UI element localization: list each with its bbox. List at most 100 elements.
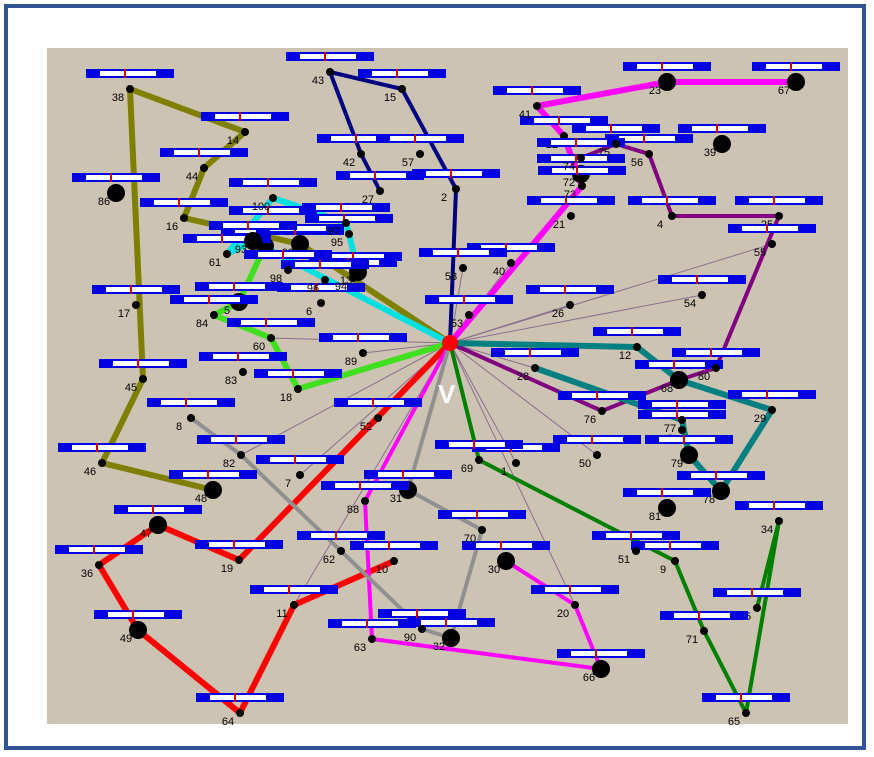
node-21: 21 (527, 196, 615, 231)
node-marker (267, 334, 275, 342)
node-capacity-fill (552, 168, 608, 173)
node-label: 56 (631, 157, 643, 169)
node-capacity-marker (500, 541, 502, 550)
node-capacity-fill (348, 400, 404, 405)
node-marker (345, 230, 353, 238)
node-label: 41 (519, 109, 531, 121)
node-capacity-marker (233, 540, 235, 549)
node-capacity-fill (108, 612, 164, 617)
node-marker (670, 371, 688, 389)
node-17: 17 (92, 285, 180, 320)
node-label: 1 (501, 466, 507, 478)
node-capacity-marker (790, 62, 792, 71)
node-capacity-fill (241, 320, 297, 325)
route-network-diagram: 1234567891011121314151617181920212223252… (47, 48, 848, 728)
node-marker (577, 154, 585, 162)
node-marker (787, 73, 805, 91)
node-marker (132, 301, 140, 309)
node-marker (680, 446, 698, 464)
node-capacity-fill (749, 503, 805, 508)
node-capacity-marker (235, 435, 237, 444)
node-marker (671, 557, 679, 565)
node-marker (326, 68, 334, 76)
node-53: 53 (425, 295, 513, 330)
node-marker (361, 497, 369, 505)
node-86: 86 (72, 173, 160, 208)
node-capacity-fill (350, 173, 406, 178)
node-capacity-fill (686, 350, 742, 355)
node-label: 95 (331, 237, 343, 249)
node-capacity-marker (221, 234, 223, 243)
node-23: 23 (623, 62, 711, 97)
node-label: 34 (761, 524, 773, 536)
node-15: 15 (358, 69, 446, 104)
diagram-frame: 1234567891011121314151617181920212223252… (4, 4, 866, 750)
node-capacity-fill (476, 543, 532, 548)
node-38: 38 (86, 69, 174, 104)
node-marker (291, 235, 309, 253)
node-capacity-fill (390, 136, 446, 141)
node-capacity-marker (576, 166, 578, 175)
node-2: 2 (412, 169, 500, 204)
node-capacity-marker (716, 124, 718, 133)
node-capacity-marker (463, 295, 465, 304)
node-capacity-fill (642, 198, 698, 203)
node-capacity-fill (421, 620, 477, 625)
node-marker (187, 414, 195, 422)
node-20: 20 (531, 585, 619, 620)
node-capacity-marker (666, 196, 668, 205)
node-marker (567, 212, 575, 220)
node-capacity-marker (676, 410, 678, 419)
node-label: 26 (552, 308, 564, 320)
node-capacity-marker (643, 134, 645, 143)
node-capacity-fill (319, 216, 375, 221)
node-label: 89 (345, 356, 357, 368)
node-capacity-fill (209, 542, 265, 547)
node-label: 90 (404, 632, 416, 644)
node-capacity-marker (324, 52, 326, 61)
node-81: 81 (623, 488, 711, 523)
node-capacity-marker (661, 488, 663, 497)
node-capacity-fill (452, 512, 508, 517)
node-95: 95 (305, 214, 393, 249)
node-capacity-marker (669, 541, 671, 550)
node-capacity-fill (183, 472, 239, 477)
node-label: 65 (728, 716, 740, 728)
node-capacity-fill (606, 533, 662, 538)
depot: V (438, 335, 458, 409)
node-capacity-fill (742, 226, 798, 231)
node-marker (180, 214, 188, 222)
node-100: 100 (229, 178, 317, 213)
node-marker (507, 259, 515, 267)
node-capacity-marker (340, 203, 342, 212)
node-label: 39 (704, 147, 716, 159)
node-label: 79 (671, 458, 683, 470)
node-marker (296, 471, 304, 479)
node-capacity-fill (113, 361, 169, 366)
route-nodes: 1234567891011121314151617181920212223252… (55, 52, 840, 728)
node-capacity-marker (233, 282, 235, 291)
node-marker (678, 416, 686, 424)
node-capacity-marker (630, 531, 632, 540)
node-capacity-fill (481, 245, 537, 250)
route-line-11 (189, 341, 484, 640)
node-capacity-fill (619, 136, 675, 141)
node-capacity-fill (652, 402, 708, 407)
node-marker (533, 102, 541, 110)
node-marker (645, 150, 653, 158)
node-54: 54 (658, 275, 746, 310)
node-capacity-marker (529, 348, 531, 357)
node-marker (578, 182, 586, 190)
node-capacity-marker (505, 243, 507, 252)
node-capacity-marker (445, 618, 447, 627)
node-marker (442, 629, 460, 647)
node-capacity-fill (86, 175, 142, 180)
node-marker (712, 482, 730, 500)
node-42: 42 (317, 134, 405, 169)
depot-label: V (438, 379, 456, 409)
node-marker (149, 516, 167, 534)
node-capacity-fill (637, 64, 693, 69)
node-label: 20 (557, 608, 569, 620)
node-capacity-marker (247, 221, 249, 230)
node-label: 67 (778, 85, 790, 97)
